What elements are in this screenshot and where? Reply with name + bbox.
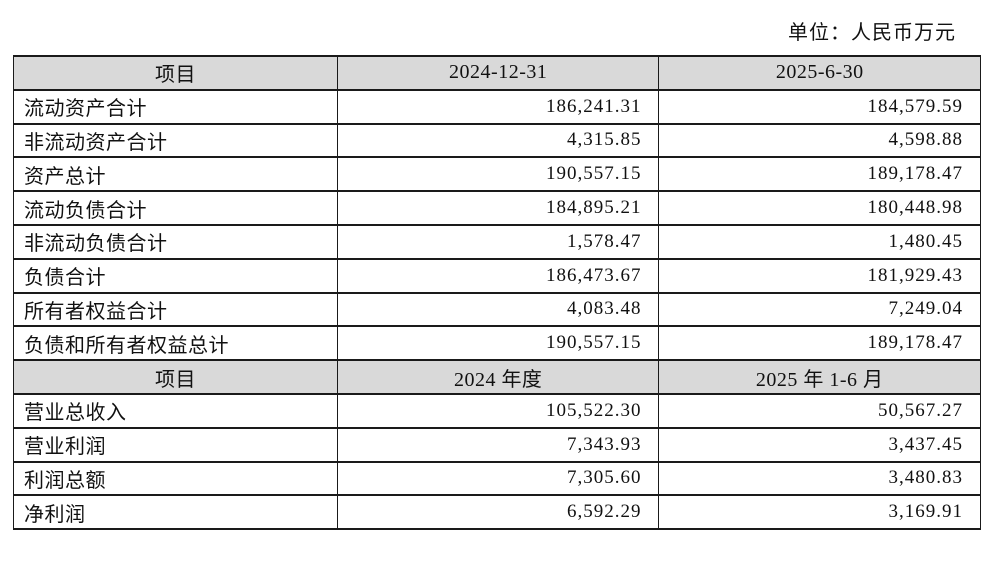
row-value-col1: 6,592.29 — [336, 494, 660, 531]
row-value-col2: 1,480.45 — [658, 223, 981, 260]
row-value-col2: 3,480.83 — [658, 460, 981, 497]
table-row: 非流动资产合计 4,315.85 4,598.88 — [13, 122, 981, 159]
row-item-label: 资产总计 — [13, 156, 338, 193]
row-value-col1: 1,578.47 — [336, 223, 660, 260]
row-value-col2: 189,178.47 — [658, 156, 981, 193]
row-value-col2: 181,929.43 — [658, 257, 981, 294]
row-item-label: 非流动资产合计 — [13, 122, 338, 159]
row-item-label: 负债和所有者权益总计 — [13, 325, 338, 362]
row-value-col1: 4,083.48 — [336, 291, 660, 328]
table-row: 营业总收入 105,522.30 50,567.27 — [13, 392, 981, 429]
table-row: 营业利润 7,343.93 3,437.45 — [13, 426, 981, 463]
financial-summary-table: 项目 2024-12-31 2025-6-30 流动资产合计 186,241.3… — [13, 55, 981, 531]
row-item-label: 流动资产合计 — [13, 88, 338, 125]
table-row: 资产总计 190,557.15 189,178.47 — [13, 156, 981, 193]
row-value-col1: 184,895.21 — [336, 190, 660, 226]
table-row: 净利润 6,592.29 3,169.91 — [13, 494, 981, 531]
table-row: 所有者权益合计 4,083.48 7,249.04 — [13, 291, 981, 328]
row-value-col1: 190,557.15 — [336, 156, 660, 193]
row-value-col2: 7,249.04 — [658, 291, 981, 328]
income-header-item: 项目 — [13, 359, 338, 395]
table-row: 流动资产合计 186,241.31 184,579.59 — [13, 88, 981, 125]
balance-header-col1: 2024-12-31 — [336, 55, 660, 91]
row-value-col2: 184,579.59 — [658, 88, 981, 125]
row-value-col2: 4,598.88 — [658, 122, 981, 159]
row-item-label: 营业总收入 — [13, 392, 338, 429]
row-value-col1: 4,315.85 — [336, 122, 660, 159]
row-value-col1: 7,305.60 — [336, 460, 660, 497]
row-value-col2: 189,178.47 — [658, 325, 981, 362]
table-row: 利润总额 7,305.60 3,480.83 — [13, 460, 981, 497]
row-value-col2: 50,567.27 — [658, 392, 981, 429]
row-item-label: 所有者权益合计 — [13, 291, 338, 328]
row-value-col2: 3,437.45 — [658, 426, 981, 463]
table-row: 负债和所有者权益总计 190,557.15 189,178.47 — [13, 325, 981, 362]
row-value-col1: 105,522.30 — [336, 392, 660, 429]
row-value-col1: 7,343.93 — [336, 426, 660, 463]
row-value-col1: 190,557.15 — [336, 325, 660, 362]
row-item-label: 非流动负债合计 — [13, 223, 338, 260]
balance-header-item: 项目 — [13, 55, 338, 91]
row-item-label: 净利润 — [13, 494, 338, 531]
row-item-label: 营业利润 — [13, 426, 338, 463]
table-row: 负债合计 186,473.67 181,929.43 — [13, 257, 981, 294]
row-value-col1: 186,473.67 — [336, 257, 660, 294]
row-value-col1: 186,241.31 — [336, 88, 660, 125]
row-item-label: 负债合计 — [13, 257, 338, 294]
balance-header-row: 项目 2024-12-31 2025-6-30 — [13, 55, 981, 91]
row-value-col2: 180,448.98 — [658, 190, 981, 226]
table-row: 非流动负债合计 1,578.47 1,480.45 — [13, 223, 981, 260]
income-header-col1: 2024 年度 — [336, 359, 660, 395]
row-value-col2: 3,169.91 — [658, 494, 981, 531]
balance-header-col2: 2025-6-30 — [658, 55, 981, 91]
income-header-col2: 2025 年 1-6 月 — [658, 359, 981, 395]
row-item-label: 利润总额 — [13, 460, 338, 497]
table-row: 流动负债合计 184,895.21 180,448.98 — [13, 190, 981, 226]
income-header-row: 项目 2024 年度 2025 年 1-6 月 — [13, 359, 981, 395]
unit-label: 单位：人民币万元 — [788, 22, 956, 44]
row-item-label: 流动负债合计 — [13, 190, 338, 226]
